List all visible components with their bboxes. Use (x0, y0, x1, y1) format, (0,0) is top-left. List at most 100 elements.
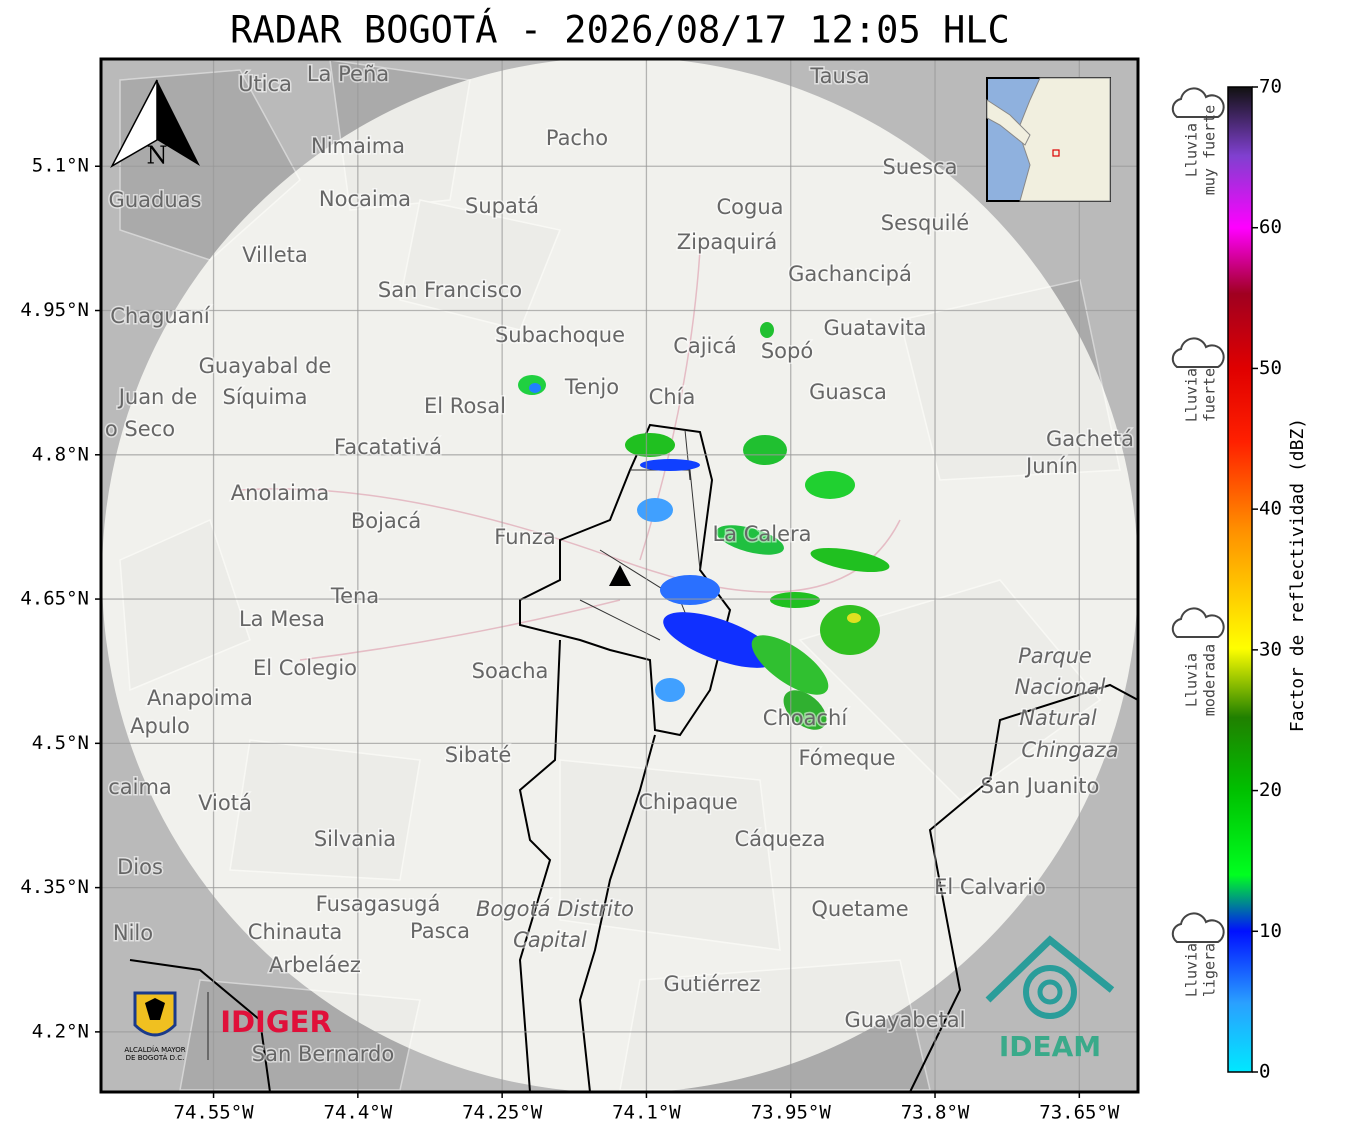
place-name: Chía (649, 385, 696, 409)
rain-icon (1171, 87, 1225, 118)
x-tick-label: 73.65°W (1039, 1102, 1120, 1124)
colorbar-label: Factor de reflectividad (dBZ) (1287, 418, 1308, 732)
place-name: La Calera (712, 522, 811, 546)
place-name: caima (108, 775, 172, 799)
y-tick-label: 4.65°N (20, 588, 89, 610)
radar-echoes (518, 322, 890, 730)
place-name: La Mesa (239, 607, 325, 631)
x-tick-label: 74.1°W (612, 1102, 681, 1124)
place-name: Silvania (314, 827, 396, 851)
place-name: Pacho (546, 126, 608, 150)
place-name: El Calvario (934, 875, 1046, 899)
place-name: Chinauta (248, 920, 342, 944)
place-name: Funza (494, 525, 555, 549)
colorbar-tick-label: 0 (1259, 1061, 1270, 1083)
place-name: Chaguaní (110, 304, 211, 328)
title: RADAR BOGOTÁ - 2026/08/17 12:05 HLC (230, 8, 1010, 52)
place-name: Nimaima (311, 134, 405, 158)
alcaldia-text: ALCALDÍA MAYOR (124, 1045, 185, 1054)
place-name: Sibaté (445, 743, 512, 767)
map: La Peña Útica Tausa Pacho Nimaima Suesca Guadu… (101, 59, 1138, 1092)
place-name: Fusagasugá (316, 892, 441, 916)
colorbar-tick-label: 70 (1259, 76, 1282, 98)
colorbar-tick-label: 60 (1259, 216, 1282, 238)
place-name: Parque (1018, 644, 1092, 668)
place-name: San Bernardo (252, 1042, 394, 1066)
place-name: Bojacá (351, 509, 421, 533)
place-name: Villeta (242, 243, 307, 267)
place-names: La Peña Útica Tausa Pacho Nimaima Suesca Guadu… (103, 61, 1135, 1068)
axes: 74.55°W 74.4°W 74.25°W 74.1°W 73.95°W 73.8°W 7… (20, 155, 1120, 1124)
logo-alcaldia: ALCALDÍA MAYOR DE BOGOTÁ D.C. IDIGER (124, 991, 332, 1062)
place-name: Tenjo (564, 375, 619, 399)
rain-label: moderada (1201, 644, 1219, 716)
place-name: Quetame (811, 897, 908, 921)
logo-ideam: IDEAM (985, 935, 1115, 1063)
radar-site (609, 565, 631, 586)
place-name: Arbeláez (269, 953, 361, 977)
rain-label: Lluvia (1183, 368, 1201, 422)
ideam-logo: IDEAM (999, 1030, 1101, 1063)
place-name: La Peña (307, 62, 389, 86)
place-name: Cogua (716, 195, 783, 219)
place-name: o Seco (105, 417, 175, 441)
place-name: Útica (238, 71, 292, 96)
place-name: Soacha (472, 659, 549, 683)
place-name: Gachancipá (788, 262, 912, 286)
place-name: Juan de (117, 385, 198, 409)
y-tick-label: 4.2°N (32, 1020, 89, 1042)
place-name: Viotá (198, 791, 252, 815)
rain-icon (1171, 607, 1225, 638)
colorbar: 0 10 20 30 40 50 60 70 Factor de reflectividad … (1171, 76, 1308, 1083)
map-frame (99, 57, 1140, 1094)
idiger-logo: IDIGER (220, 1005, 332, 1039)
rain-label: muy fuerte (1201, 105, 1219, 195)
place-name: Síquima (223, 385, 308, 409)
alcaldia-text: DE BOGOTÁ D.C. (126, 1053, 185, 1062)
place-name: Choachí (763, 706, 849, 730)
colorbar-tick-label: 50 (1259, 357, 1282, 379)
place-name: Suesca (883, 155, 958, 179)
place-name: Apulo (130, 714, 190, 738)
place-name: Gachetá (1046, 427, 1134, 451)
rain-icon (1171, 337, 1225, 368)
place-name: Anapoima (147, 686, 253, 710)
place-name: Gutiérrez (664, 972, 761, 996)
y-tick-label: 4.35°N (20, 876, 89, 898)
place-name: San Francisco (378, 278, 522, 302)
place-name: Guatavita (824, 316, 927, 340)
place-name: San Juanito (981, 774, 1100, 798)
place-name: Facatativá (334, 435, 442, 459)
y-tick-label: 4.8°N (32, 443, 89, 465)
x-tick-label: 73.8°W (901, 1102, 970, 1124)
place-name: Tena (330, 584, 379, 608)
place-name: Guayabetal (845, 1008, 966, 1032)
place-name: Supatá (465, 194, 539, 218)
x-tick-label: 74.55°W (174, 1102, 255, 1124)
place-name: Bogotá Distrito (476, 897, 634, 921)
north-label: N (147, 142, 168, 170)
place-name: El Rosal (424, 394, 506, 418)
colorbar-tick-label: 20 (1259, 779, 1282, 801)
y-tick-label: 5.1°N (32, 155, 89, 177)
x-tick-label: 73.95°W (751, 1102, 832, 1124)
place-name: Chingaza (1021, 738, 1118, 762)
place-name: Pasca (410, 919, 470, 943)
rain-label: Lluvia (1183, 653, 1201, 707)
inset-map (986, 77, 1111, 202)
north-arrow: N (110, 79, 200, 170)
boundaries (129, 423, 1138, 1092)
y-tick-label: 4.95°N (20, 299, 89, 321)
colorbar-tick-label: 10 (1259, 920, 1282, 942)
colorbar-tick-label: 30 (1259, 638, 1282, 660)
place-name: Tausa (809, 64, 869, 88)
rain-label: ligera (1201, 943, 1219, 997)
place-name: Anolaima (231, 481, 329, 505)
colorbar-ticks: 0 10 20 30 40 50 60 70 (1252, 76, 1282, 1083)
place-name: Sopó (761, 339, 813, 363)
place-name: Sesquilé (881, 211, 969, 235)
colorbar-tick-label: 40 (1259, 498, 1282, 520)
rain-label: fuerte (1201, 368, 1219, 422)
